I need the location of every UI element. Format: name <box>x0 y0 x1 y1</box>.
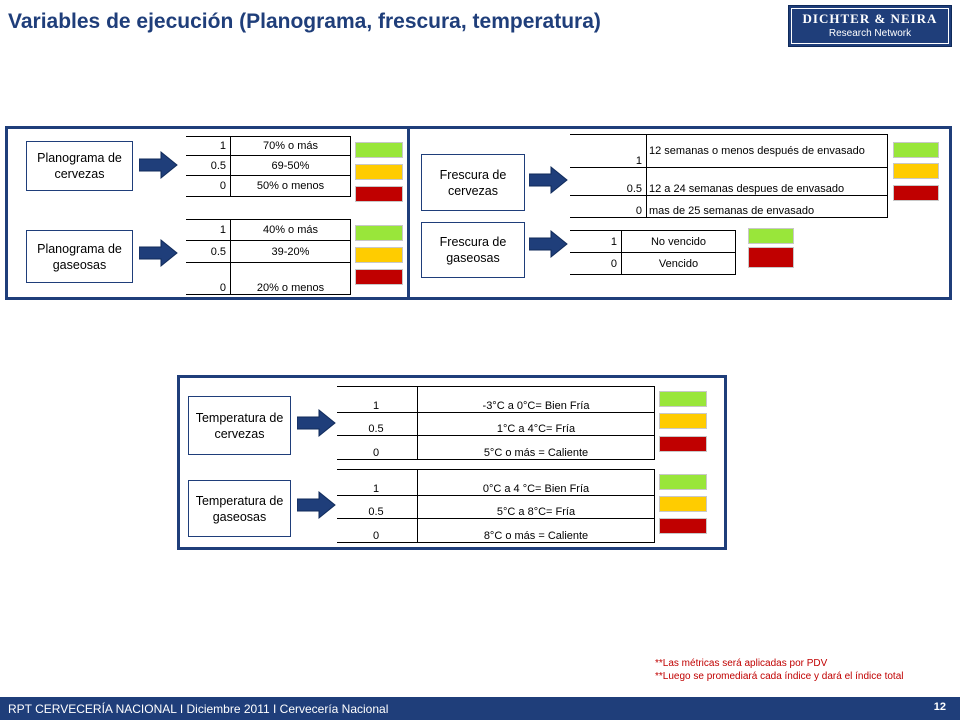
score-cell: 0.5 <box>570 167 647 196</box>
table-row: 1 No vencido <box>570 230 736 253</box>
table-row: 0.5 1°C a 4°C= Fría <box>337 412 655 436</box>
frescura-gaseosas-table: 1 No vencido 0 Vencido <box>570 230 736 275</box>
logo-name: DICHTER & NEIRA <box>802 11 938 26</box>
score-cell: 1 <box>570 134 647 168</box>
yellow-swatch <box>355 164 403 180</box>
red-swatch <box>355 186 403 202</box>
green-swatch <box>748 228 794 244</box>
table-row: 0.5 12 a 24 semanas despues de envasado <box>570 167 888 196</box>
yellow-swatch <box>893 163 939 179</box>
table-row: 1 70% o más <box>186 136 351 156</box>
footnotes: **Las métricas será aplicadas por PDV **… <box>655 657 904 683</box>
desc-cell: 69-50% <box>230 155 351 176</box>
table-row: 0 50% o menos <box>186 175 351 197</box>
red-swatch <box>659 518 707 534</box>
score-cell: 0.5 <box>337 495 418 519</box>
table-row: 1 0°C a 4 °C= Bien Fría <box>337 469 655 496</box>
table-row: 0.5 39-20% <box>186 240 351 263</box>
score-cell: 0.5 <box>186 240 231 263</box>
desc-cell: 50% o menos <box>230 175 351 197</box>
arrow-right-icon <box>139 238 178 268</box>
arrow-right-icon <box>139 150 178 180</box>
red-swatch <box>893 185 939 201</box>
score-cell: 1 <box>570 230 622 253</box>
company-logo: DICHTER & NEIRA Research Network <box>788 5 952 47</box>
temperatura-cervezas-table: 1 -3°C a 0°C= Bien Fría 0.5 1°C a 4°C= Frí… <box>337 386 655 460</box>
score-cell: 0 <box>337 435 418 460</box>
planograma-gaseosas-table: 1 40% o más 0.5 39-20% 0 20% o menos <box>186 219 351 295</box>
temperatura-gaseosas-label: Temperatura de gaseosas <box>188 480 291 537</box>
green-swatch <box>893 142 939 158</box>
red-swatch <box>659 436 707 452</box>
frescura-cervezas-table: 1 12 semanas o menos después de envasado … <box>570 134 888 218</box>
score-cell: 1 <box>337 386 418 413</box>
score-cell: 0 <box>570 252 622 275</box>
desc-cell: 70% o más <box>230 136 351 156</box>
planograma-cervezas-label: Planograma de cervezas <box>26 141 133 191</box>
score-cell: 0 <box>186 175 231 197</box>
desc-cell: 40% o más <box>230 219 351 241</box>
table-row: 1 12 semanas o menos después de envasado <box>570 134 888 168</box>
table-row: 0 8°C o más = Caliente <box>337 518 655 543</box>
desc-cell: No vencido <box>621 230 736 253</box>
footnote: **Luego se promediará cada índice y dará… <box>655 671 904 682</box>
page-title: Variables de ejecución (Planograma, fres… <box>8 10 601 33</box>
desc-cell: 0°C a 4 °C= Bien Fría <box>417 469 655 496</box>
score-cell: 0 <box>337 518 418 543</box>
green-swatch <box>355 142 403 158</box>
desc-cell: Vencido <box>621 252 736 275</box>
red-swatch <box>355 269 403 285</box>
table-row: 0 mas de 25 semanas de envasado <box>570 195 888 218</box>
arrow-right-icon <box>297 408 336 438</box>
desc-cell: 12 a 24 semanas despues de envasado <box>646 167 888 196</box>
arrow-right-icon <box>529 229 568 259</box>
score-cell: 0 <box>186 262 231 295</box>
table-row: 1 -3°C a 0°C= Bien Fría <box>337 386 655 413</box>
table-row: 1 40% o más <box>186 219 351 241</box>
page-number: 12 <box>933 701 946 713</box>
planograma-gaseosas-label: Planograma de gaseosas <box>26 230 133 283</box>
score-cell: 1 <box>186 136 231 156</box>
table-row: 0 Vencido <box>570 252 736 275</box>
frescura-cervezas-label: Frescura de cervezas <box>421 154 525 211</box>
yellow-swatch <box>659 496 707 512</box>
desc-cell: mas de 25 semanas de envasado <box>646 195 888 218</box>
desc-cell: 39-20% <box>230 240 351 263</box>
table-row: 0.5 5°C a 8°C= Fría <box>337 495 655 519</box>
temperatura-gaseosas-table: 1 0°C a 4 °C= Bien Fría 0.5 5°C a 8°C= Frí… <box>337 469 655 543</box>
desc-cell: 20% o menos <box>230 262 351 295</box>
score-cell: 0.5 <box>186 155 231 176</box>
temperatura-cervezas-label: Temperatura de cervezas <box>188 396 291 455</box>
green-swatch <box>659 474 707 490</box>
logo-subtitle: Research Network <box>828 28 912 39</box>
green-swatch <box>355 225 403 241</box>
red-swatch <box>748 247 794 268</box>
desc-cell: 8°C o más = Caliente <box>417 518 655 543</box>
footer-bar: RPT CERVECERÍA NACIONAL I Diciembre 2011… <box>0 697 960 720</box>
green-swatch <box>659 391 707 407</box>
table-row: 0.5 69-50% <box>186 155 351 176</box>
desc-cell: 5°C o más = Caliente <box>417 435 655 460</box>
yellow-swatch <box>659 413 707 429</box>
desc-cell: 5°C a 8°C= Fría <box>417 495 655 519</box>
arrow-right-icon <box>297 490 336 520</box>
planograma-cervezas-table: 1 70% o más 0.5 69-50% 0 50% o menos <box>186 136 351 197</box>
table-row: 0 5°C o más = Caliente <box>337 435 655 460</box>
score-cell: 1 <box>186 219 231 241</box>
arrow-right-icon <box>529 165 568 195</box>
frescura-gaseosas-label: Frescura de gaseosas <box>421 222 525 278</box>
desc-cell: 12 semanas o menos después de envasado <box>646 134 888 168</box>
yellow-swatch <box>355 247 403 263</box>
score-cell: 0 <box>570 195 647 218</box>
desc-cell: -3°C a 0°C= Bien Fría <box>417 386 655 413</box>
score-cell: 0.5 <box>337 412 418 436</box>
desc-cell: 1°C a 4°C= Fría <box>417 412 655 436</box>
footer-text: RPT CERVECERÍA NACIONAL I Diciembre 2011… <box>8 702 389 716</box>
table-row: 0 20% o menos <box>186 262 351 295</box>
score-cell: 1 <box>337 469 418 496</box>
footnote: **Las métricas será aplicadas por PDV <box>655 658 828 669</box>
